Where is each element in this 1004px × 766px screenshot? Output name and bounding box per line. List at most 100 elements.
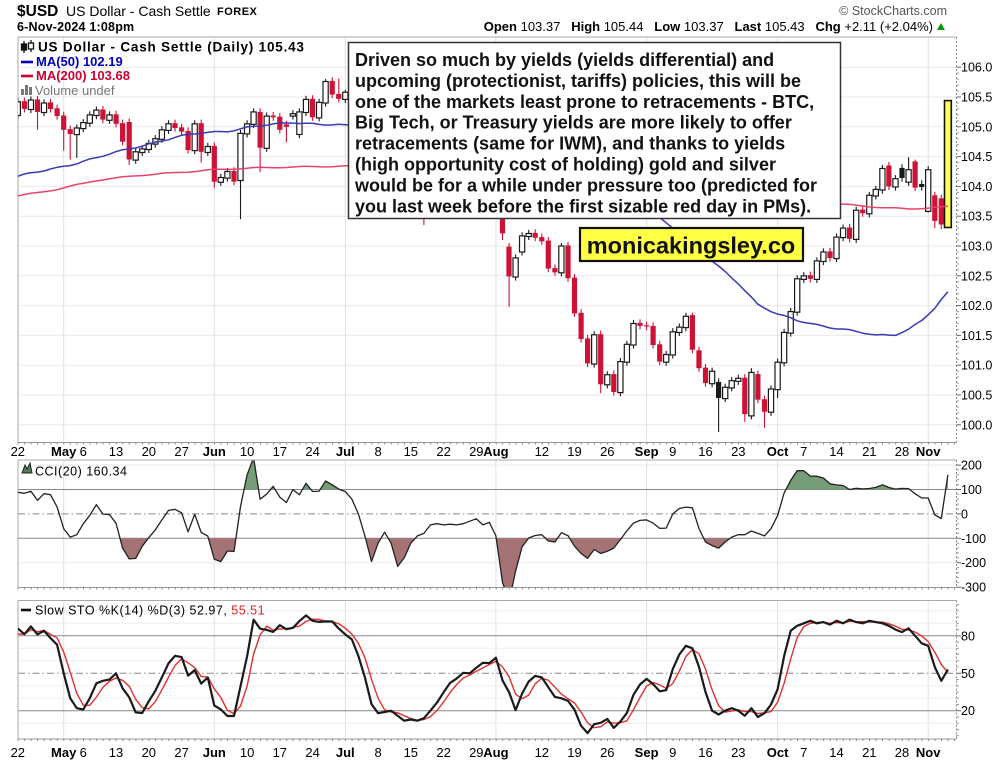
svg-text:100.5: 100.5 bbox=[961, 389, 992, 403]
svg-text:50: 50 bbox=[961, 667, 975, 681]
svg-text:29: 29 bbox=[469, 745, 483, 760]
svg-text:19: 19 bbox=[567, 444, 581, 459]
svg-text:retracements (same for IWM), a: retracements (same for IWM), and thanks … bbox=[355, 134, 785, 154]
svg-text:102.5: 102.5 bbox=[961, 269, 992, 283]
svg-text:Big Tech, or Treasury yields a: Big Tech, or Treasury yields are more li… bbox=[355, 113, 792, 133]
svg-text:101.0: 101.0 bbox=[961, 359, 992, 373]
svg-text:7: 7 bbox=[800, 745, 807, 760]
svg-text:(high opportunity cost of hold: (high opportunity cost of holding) gold … bbox=[355, 155, 776, 175]
svg-text:14: 14 bbox=[829, 444, 843, 459]
svg-text:8: 8 bbox=[374, 444, 381, 459]
svg-text:10: 10 bbox=[240, 444, 254, 459]
svg-text:27: 27 bbox=[174, 745, 188, 760]
svg-text:104.0: 104.0 bbox=[961, 180, 992, 194]
svg-text:would be for a while under pre: would be for a while under pressure too … bbox=[354, 175, 817, 195]
svg-text:Jul: Jul bbox=[336, 745, 355, 760]
svg-text:101.5: 101.5 bbox=[961, 329, 992, 343]
svg-text:102.0: 102.0 bbox=[961, 299, 992, 313]
svg-text:$USD: $USD bbox=[17, 3, 58, 20]
svg-text:7: 7 bbox=[800, 444, 807, 459]
svg-text:17: 17 bbox=[273, 745, 287, 760]
svg-text:CCI(20) 160.34: CCI(20) 160.34 bbox=[35, 465, 127, 479]
svg-text:24: 24 bbox=[305, 444, 319, 459]
svg-text:Driven so much by yields (yiel: Driven so much by yields (yields differe… bbox=[355, 50, 774, 70]
svg-text:22: 22 bbox=[436, 745, 450, 760]
svg-text:© StockCharts.com: © StockCharts.com bbox=[839, 4, 947, 18]
svg-text:9: 9 bbox=[669, 444, 676, 459]
svg-text:27: 27 bbox=[174, 444, 188, 459]
svg-text:MA(50) 102.19: MA(50) 102.19 bbox=[36, 54, 123, 69]
svg-text:Jun: Jun bbox=[203, 745, 226, 760]
svg-text:200: 200 bbox=[961, 459, 982, 473]
svg-text:13: 13 bbox=[109, 745, 123, 760]
svg-text:12: 12 bbox=[535, 745, 549, 760]
svg-text:Sep: Sep bbox=[635, 745, 659, 760]
svg-text:16: 16 bbox=[698, 745, 712, 760]
svg-text:one of the markets least prone: one of the markets least prone to retrac… bbox=[355, 92, 814, 112]
svg-text:-300: -300 bbox=[961, 581, 986, 595]
svg-text:10: 10 bbox=[240, 745, 254, 760]
svg-text:-200: -200 bbox=[961, 556, 986, 570]
svg-text:6-Nov-2024 1:08pm: 6-Nov-2024 1:08pm bbox=[17, 20, 134, 34]
svg-text:15: 15 bbox=[404, 444, 418, 459]
svg-text:22: 22 bbox=[11, 745, 25, 760]
svg-text:21: 21 bbox=[862, 745, 876, 760]
svg-text:Open 103.37 High 105.44 Lo: Open 103.37 High 105.44 Low 103.37 Last … bbox=[484, 19, 933, 34]
svg-text:80: 80 bbox=[961, 629, 975, 643]
svg-text:22: 22 bbox=[11, 444, 25, 459]
svg-text:9: 9 bbox=[669, 745, 676, 760]
svg-text:20: 20 bbox=[961, 704, 975, 718]
svg-text:100.0: 100.0 bbox=[961, 418, 992, 432]
svg-text:8: 8 bbox=[374, 745, 381, 760]
svg-text:16: 16 bbox=[698, 444, 712, 459]
svg-text:105.0: 105.0 bbox=[961, 120, 992, 134]
svg-text:104.5: 104.5 bbox=[961, 150, 992, 164]
svg-text:0: 0 bbox=[961, 507, 968, 521]
svg-text:23: 23 bbox=[731, 444, 745, 459]
svg-text:29: 29 bbox=[469, 444, 483, 459]
svg-text:19: 19 bbox=[567, 745, 581, 760]
svg-text:FOREX: FOREX bbox=[217, 6, 258, 18]
svg-text:28: 28 bbox=[895, 444, 909, 459]
svg-text:21: 21 bbox=[862, 444, 876, 459]
svg-text:Sep: Sep bbox=[635, 444, 659, 459]
svg-text:Slow STO %K(14) %D(3) 52.97, 5: Slow STO %K(14) %D(3) 52.97, 55.51 bbox=[35, 604, 265, 618]
svg-text:Aug: Aug bbox=[483, 444, 508, 459]
svg-text:Jun: Jun bbox=[203, 444, 226, 459]
svg-text:US Dollar - Cash Settle: US Dollar - Cash Settle bbox=[66, 3, 211, 19]
svg-text:13: 13 bbox=[109, 444, 123, 459]
svg-text:MA(200) 103.68: MA(200) 103.68 bbox=[36, 68, 130, 83]
svg-text:Jul: Jul bbox=[336, 444, 355, 459]
svg-text:Oct: Oct bbox=[767, 444, 789, 459]
svg-text:22: 22 bbox=[436, 444, 450, 459]
svg-text:20: 20 bbox=[142, 745, 156, 760]
svg-text:upcoming (protectionist, tarif: upcoming (protectionist, tariffs) polici… bbox=[355, 71, 801, 91]
svg-text:May: May bbox=[51, 444, 77, 459]
svg-text:6: 6 bbox=[80, 444, 87, 459]
svg-text:Nov: Nov bbox=[916, 444, 941, 459]
svg-text:103.5: 103.5 bbox=[961, 210, 992, 224]
svg-text:15: 15 bbox=[404, 745, 418, 760]
svg-text:6: 6 bbox=[80, 745, 87, 760]
svg-text:May: May bbox=[51, 745, 77, 760]
svg-text:106.0: 106.0 bbox=[961, 61, 992, 75]
svg-text:12: 12 bbox=[535, 444, 549, 459]
svg-text:14: 14 bbox=[829, 745, 843, 760]
svg-text:100: 100 bbox=[961, 483, 982, 497]
svg-text:Oct: Oct bbox=[767, 745, 789, 760]
svg-text:20: 20 bbox=[142, 444, 156, 459]
svg-text:24: 24 bbox=[305, 745, 319, 760]
svg-text:monicakingsley.co: monicakingsley.co bbox=[587, 233, 796, 259]
svg-text:103.0: 103.0 bbox=[961, 240, 992, 254]
svg-text:17: 17 bbox=[273, 444, 287, 459]
svg-text:28: 28 bbox=[895, 745, 909, 760]
svg-text:105.5: 105.5 bbox=[961, 91, 992, 105]
svg-text:26: 26 bbox=[600, 444, 614, 459]
svg-text:Aug: Aug bbox=[483, 745, 508, 760]
svg-text:you last week before the first: you last week before the first sizable r… bbox=[355, 196, 811, 216]
svg-text:Nov: Nov bbox=[916, 745, 941, 760]
svg-text:26: 26 bbox=[600, 745, 614, 760]
svg-text:Volume undef: Volume undef bbox=[35, 83, 115, 98]
svg-text:23: 23 bbox=[731, 745, 745, 760]
svg-text:-100: -100 bbox=[961, 532, 986, 546]
